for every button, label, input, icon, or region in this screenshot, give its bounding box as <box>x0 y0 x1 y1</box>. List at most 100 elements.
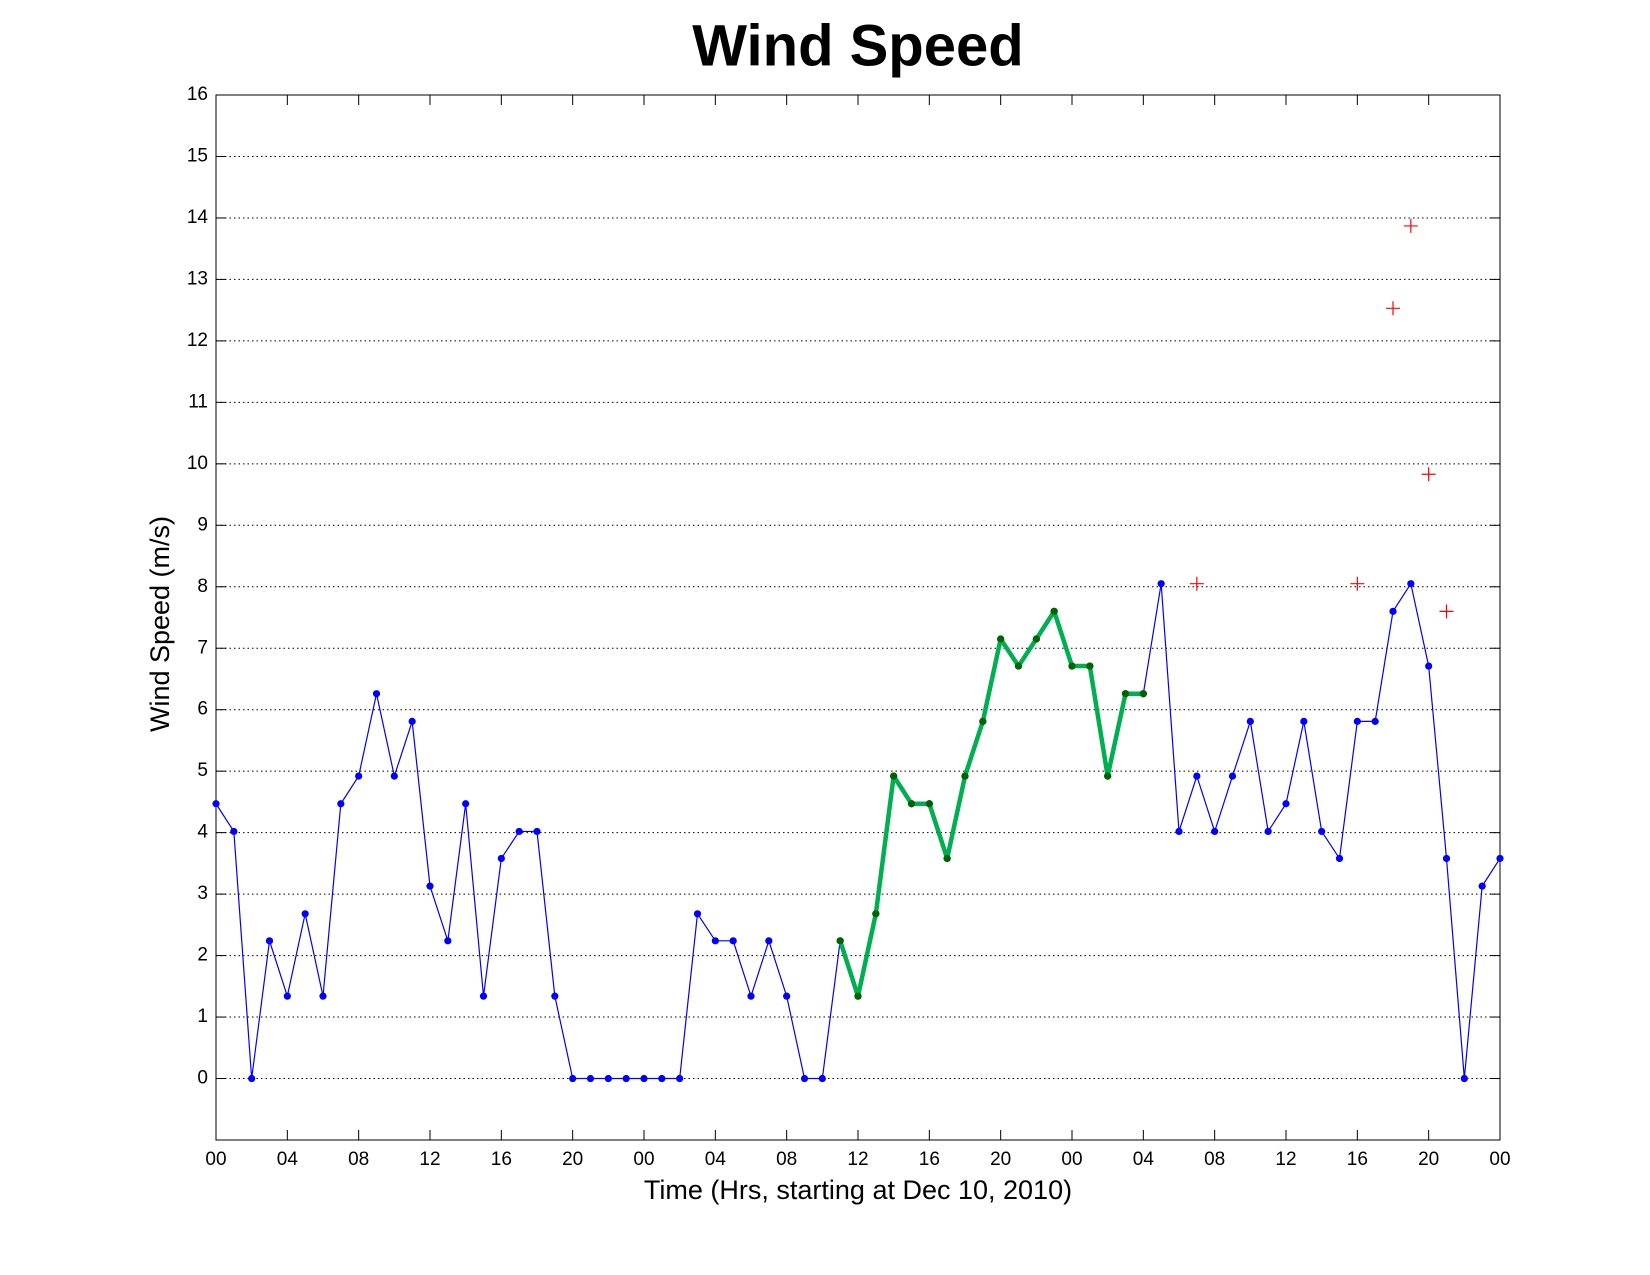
data-point <box>212 800 220 808</box>
data-point <box>1086 662 1094 670</box>
data-point <box>1014 662 1023 670</box>
data-point <box>462 800 470 808</box>
data-point <box>1228 772 1237 780</box>
x-tick-label: 08 <box>776 1149 797 1170</box>
x-axis-label: Time (Hrs, starting at Dec 10, 2010) <box>644 1175 1072 1205</box>
data-point <box>622 1074 630 1083</box>
data-point <box>1264 827 1272 836</box>
data-point <box>265 937 274 945</box>
x-tick-label: 16 <box>1347 1149 1368 1170</box>
data-point <box>907 800 916 808</box>
y-tick-label: 11 <box>188 391 208 412</box>
x-tick-label: 20 <box>990 1149 1011 1170</box>
data-point <box>1335 854 1344 863</box>
data-point <box>533 827 541 836</box>
data-point <box>1104 772 1112 780</box>
data-point <box>1318 827 1326 836</box>
x-tick-label: 00 <box>1061 1149 1082 1170</box>
y-tick-label: 12 <box>187 330 208 351</box>
data-point <box>1032 635 1040 643</box>
x-tick-label: 20 <box>562 1149 583 1170</box>
x-tick-label: 20 <box>1418 1149 1439 1170</box>
data-point <box>551 992 559 1000</box>
data-point <box>1211 827 1219 836</box>
data-point <box>1050 607 1058 615</box>
x-tick-label: 08 <box>1204 1149 1225 1170</box>
x-tick-label: 04 <box>705 1149 727 1170</box>
data-point <box>1139 690 1147 698</box>
data-point <box>355 772 363 780</box>
x-tick-label: 04 <box>1133 1149 1155 1170</box>
data-point <box>800 1074 809 1083</box>
data-point <box>372 690 381 698</box>
y-tick-label: 15 <box>187 145 208 166</box>
data-point <box>283 992 291 1000</box>
y-tick-label: 9 <box>197 514 208 535</box>
data-point <box>1496 854 1504 863</box>
data-point <box>1407 580 1415 588</box>
data-point <box>1068 662 1076 670</box>
data-point <box>1121 690 1130 698</box>
y-tick-label: 8 <box>197 576 208 597</box>
data-point <box>1439 604 1454 619</box>
data-point <box>1442 854 1451 863</box>
x-tick-label: 16 <box>491 1149 512 1170</box>
data-point <box>979 717 987 725</box>
y-tick-label: 10 <box>187 453 208 474</box>
x-tick-label: 00 <box>205 1149 226 1170</box>
data-point <box>1246 717 1254 725</box>
y-tick-label: 16 <box>187 84 208 105</box>
chart-title: Wind Speed <box>692 13 1023 78</box>
data-point <box>248 1074 256 1083</box>
data-point <box>818 1074 826 1083</box>
x-tick-label: 12 <box>1275 1149 1296 1170</box>
data-point <box>783 992 791 1000</box>
y-axis-label: Wind Speed (m/s) <box>145 516 175 732</box>
data-point <box>729 937 737 945</box>
data-point <box>1175 827 1183 836</box>
data-point <box>997 635 1005 643</box>
data-point <box>1421 467 1436 482</box>
y-tick-label: 4 <box>197 822 208 843</box>
data-point <box>1193 772 1201 780</box>
data-point <box>426 882 434 890</box>
data-point <box>747 992 755 1000</box>
x-tick-label: 08 <box>348 1149 369 1170</box>
data-point <box>658 1074 666 1083</box>
plot-frame <box>215 94 1501 1141</box>
data-point <box>497 854 505 863</box>
data-point <box>569 1074 577 1083</box>
y-tick-label: 7 <box>197 637 208 658</box>
y-tick-label: 1 <box>197 1006 208 1027</box>
data-point <box>854 992 862 1000</box>
data-point <box>604 1074 612 1083</box>
x-tick-label: 12 <box>419 1149 440 1170</box>
data-point <box>586 1074 595 1083</box>
data-point <box>1403 218 1418 233</box>
data-point <box>301 910 309 918</box>
data-point <box>390 772 398 780</box>
data-point <box>925 800 933 808</box>
data-point <box>765 937 773 945</box>
data-point <box>676 1074 684 1083</box>
data-point <box>319 992 327 1000</box>
data-point <box>444 937 452 945</box>
y-tick-label: 6 <box>197 699 208 720</box>
y-tick-label: 3 <box>197 883 208 904</box>
data-point <box>943 854 951 863</box>
data-point <box>711 937 719 945</box>
data-point <box>1389 607 1397 615</box>
data-point <box>640 1074 648 1083</box>
data-point <box>1300 717 1308 725</box>
y-tick-label: 2 <box>197 945 208 966</box>
x-tick-label: 04 <box>277 1149 299 1170</box>
y-tick-label: 14 <box>187 207 209 228</box>
data-point <box>1386 301 1400 316</box>
data-point <box>1353 717 1361 725</box>
x-tick-label: 12 <box>847 1149 868 1170</box>
data-point <box>1425 662 1433 670</box>
data-point <box>1460 1074 1468 1083</box>
data-point <box>1350 576 1365 591</box>
x-tick-label: 00 <box>1489 1149 1510 1170</box>
data-point <box>1371 717 1379 725</box>
